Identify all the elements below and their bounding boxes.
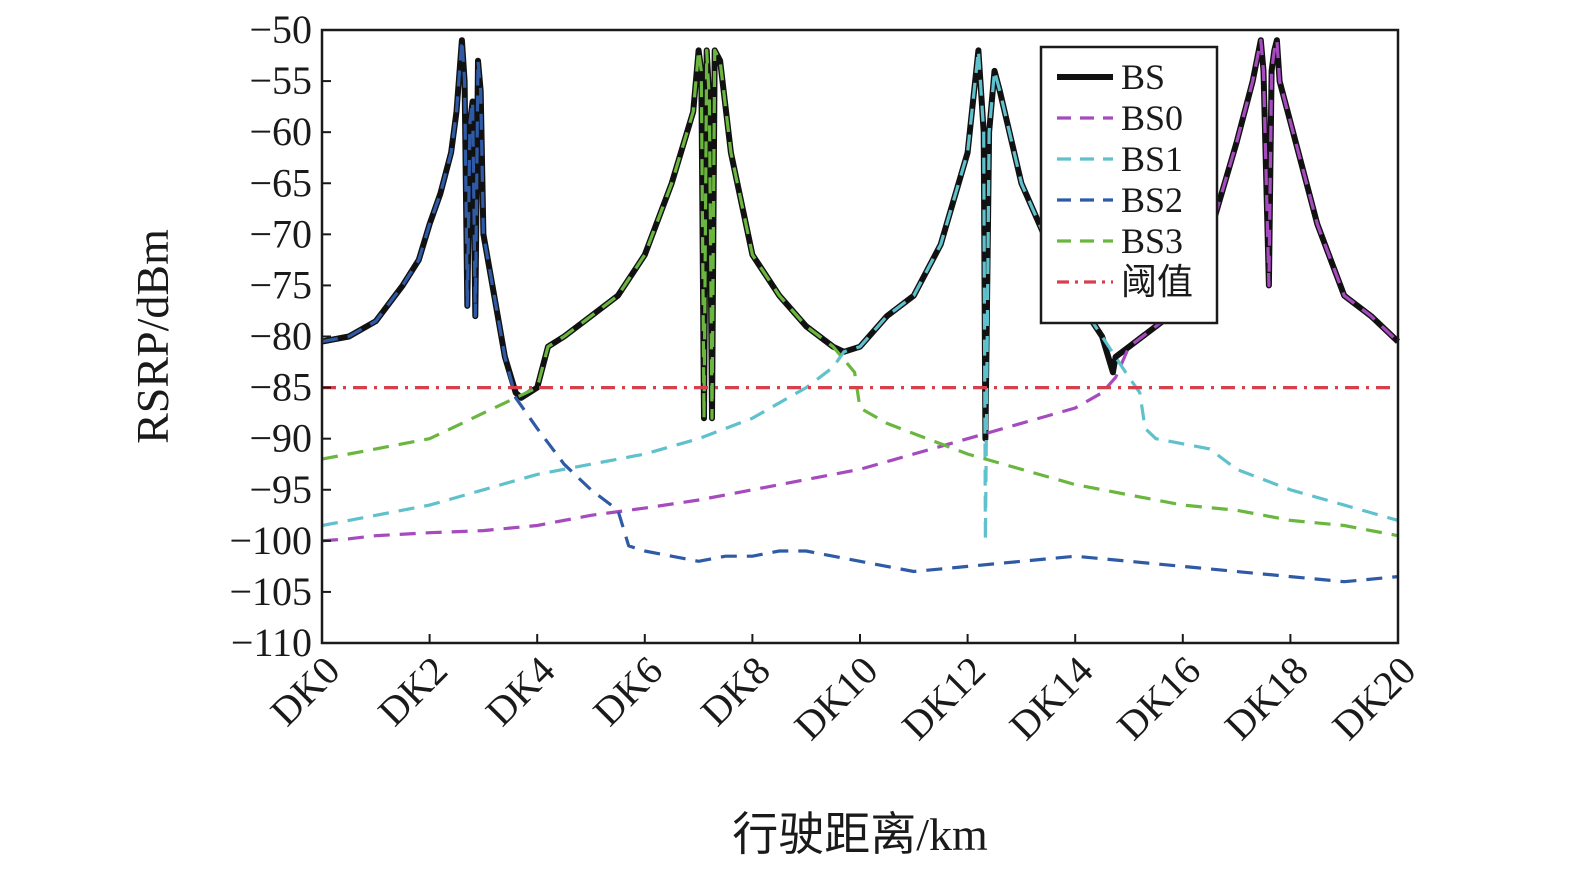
x-tick-label: DK6 — [584, 648, 671, 735]
x-tick-label: DK10 — [785, 648, 886, 749]
legend-label: BS1 — [1121, 139, 1183, 179]
x-tick-label: DK12 — [893, 648, 994, 749]
series-line-0 — [321, 37, 1401, 442]
legend-box — [1039, 45, 1219, 325]
y-axis-label: RSRP/dBm — [127, 229, 178, 444]
series-line-2 — [321, 48, 1399, 543]
series-line-4 — [321, 48, 1399, 538]
legend-label: BS3 — [1121, 221, 1183, 261]
y-tick-label: −95 — [249, 467, 312, 512]
y-tick-label: −55 — [249, 58, 312, 103]
legend-label: BS — [1121, 57, 1165, 97]
y-tick-label: −50 — [249, 7, 312, 52]
y-tick-label: −105 — [229, 569, 312, 614]
x-tick-label: DK20 — [1323, 648, 1424, 749]
series-layer — [321, 37, 1401, 584]
x-tick-label: DK18 — [1216, 648, 1317, 749]
y-tick-label: −65 — [249, 160, 312, 205]
y-tick-label: −80 — [249, 314, 312, 359]
series-line-1 — [321, 38, 1400, 543]
y-tick-label: −85 — [249, 365, 312, 410]
x-tick-label: DK8 — [692, 648, 779, 735]
y-tick-label: −70 — [249, 211, 312, 256]
series-line-3 — [321, 38, 1399, 584]
x-tick-label: DK16 — [1108, 648, 1209, 749]
legend-label: BS2 — [1121, 180, 1183, 220]
y-tick-label: −60 — [249, 109, 312, 154]
x-axis-label: 行驶距离/km — [732, 809, 988, 860]
x-tick-label: DK2 — [369, 648, 456, 735]
legend-label: 阈值 — [1121, 262, 1193, 302]
y-tick-label: −75 — [249, 262, 312, 307]
y-tick-label: −90 — [249, 416, 312, 461]
x-tick-label: DK14 — [1001, 648, 1102, 749]
y-tick-label: −110 — [231, 620, 312, 665]
legend-label: BS0 — [1121, 98, 1183, 138]
y-tick-label: −100 — [229, 518, 312, 563]
x-tick-label: DK4 — [477, 648, 564, 735]
